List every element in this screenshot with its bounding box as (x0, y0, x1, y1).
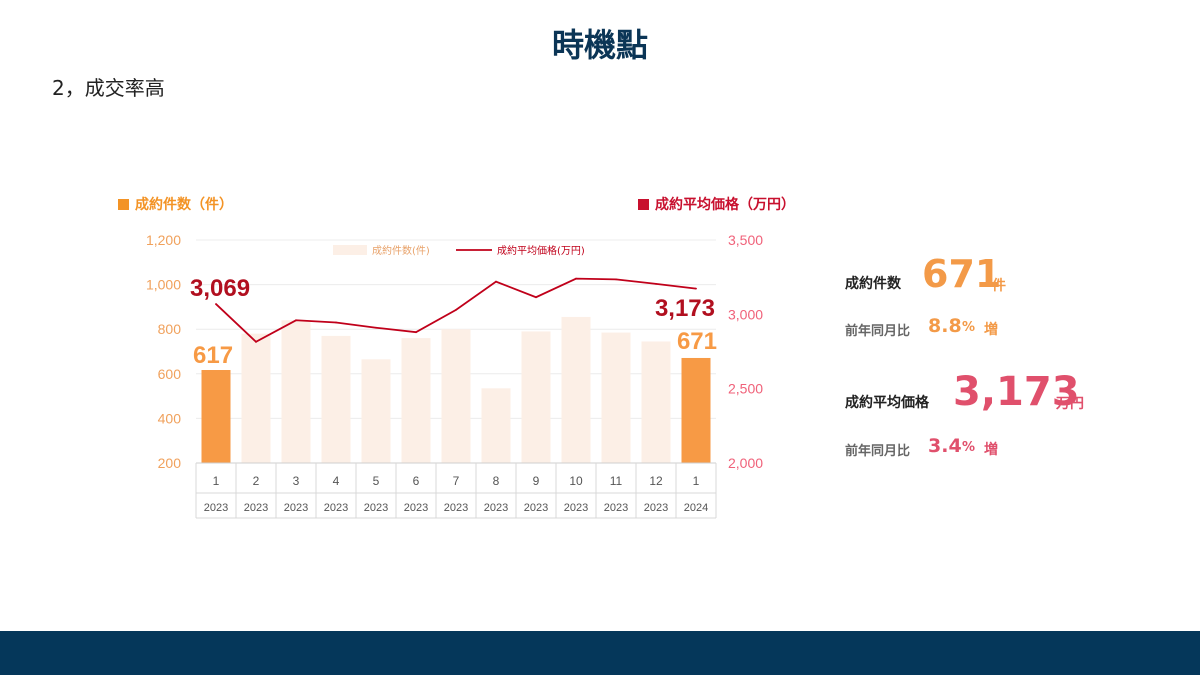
legend-line-header: 成約平均価格（万円） (638, 194, 795, 214)
left-axis-tick-label: 800 (158, 321, 182, 337)
x-month-label: 2 (253, 474, 260, 488)
line-point (415, 331, 417, 334)
right-axis-tick-label: 2,500 (728, 381, 763, 397)
stat-price-yoy-pct: % (962, 440, 976, 455)
first-count-label: 617 (193, 342, 233, 369)
x-year-label: 2023 (244, 502, 268, 514)
bar (281, 320, 311, 463)
last-count-label: 671 (677, 328, 717, 355)
bar (561, 316, 591, 463)
line-point (575, 277, 577, 280)
x-month-label: 9 (533, 474, 540, 488)
x-month-label: 4 (333, 474, 340, 488)
x-year-label: 2023 (364, 502, 388, 514)
line-point (495, 280, 497, 283)
legend-line-header-text: 成約平均価格（万円） (655, 197, 795, 213)
left-axis-tick-label: 600 (158, 366, 182, 382)
bar (481, 388, 511, 463)
left-axis-tick-label: 1,000 (146, 277, 181, 293)
x-month-label: 1 (213, 474, 220, 488)
x-month-label: 12 (649, 474, 663, 488)
x-month-label: 11 (610, 474, 623, 488)
x-month-label: 10 (569, 474, 583, 488)
bar (401, 338, 431, 463)
x-year-label: 2023 (204, 502, 228, 514)
x-year-label: 2023 (644, 502, 668, 514)
line-point (215, 303, 217, 305)
bar (681, 357, 711, 463)
line-point (695, 287, 697, 290)
bar (641, 341, 671, 463)
x-month-label: 8 (493, 474, 500, 488)
legend-line-swatch (638, 198, 649, 210)
inner-legend-bar-swatch (333, 245, 367, 255)
bar (601, 332, 631, 463)
left-axis-tick-label: 200 (158, 455, 182, 471)
left-axis-tick-label: 1,200 (146, 232, 181, 248)
x-year-label: 2024 (684, 502, 708, 514)
x-month-label: 1 (693, 474, 700, 488)
line-point (535, 296, 537, 299)
x-year-label: 2023 (604, 502, 628, 514)
data-labels: 3,069 617 3,173 671 (190, 275, 717, 369)
x-month-label: 3 (293, 474, 300, 488)
legend-bar-header-text: 成約件数（件） (135, 197, 233, 213)
stat-price-yoy-dir: 増 (984, 442, 998, 458)
bar (321, 335, 351, 463)
bar (521, 331, 551, 463)
last-price-label: 3,173 (655, 295, 715, 322)
line-point (255, 340, 257, 343)
x-year-label: 2023 (284, 502, 308, 514)
line-point (335, 321, 337, 324)
stat-count-value: 671 (922, 252, 1002, 296)
line-point (295, 319, 297, 322)
x-year-label: 2023 (444, 502, 468, 514)
line-point (655, 282, 657, 285)
stat-count-yoy-value: 8.8 (928, 315, 962, 337)
line-point (455, 308, 457, 311)
bar (441, 329, 471, 463)
stat-count-yoy-pct: % (962, 320, 976, 335)
bar (241, 333, 271, 463)
x-year-label: 2023 (564, 502, 588, 514)
legend-bar-swatch (118, 198, 129, 210)
inner-legend-line-label: 成約平均価格(万円) (497, 244, 585, 257)
stat-price-label: 成約平均価格 (845, 395, 929, 411)
x-month-label: 6 (413, 474, 420, 488)
x-month-label: 5 (373, 474, 380, 488)
page-title: 時機點 (551, 26, 648, 64)
stat-price-unit: 万円 (1056, 396, 1084, 412)
page-subtitle: 2，成交率高 (52, 76, 165, 100)
x-month-label: 7 (453, 474, 460, 488)
inner-legend: 成約件数(件) 成約平均価格(万円) (333, 244, 585, 257)
right-axis-tick-label: 2,000 (728, 455, 763, 471)
stat-count-unit: 件 (992, 278, 1006, 294)
x-year-label: 2023 (484, 502, 508, 514)
stat-count-yoy-dir: 増 (984, 322, 998, 338)
x-year-label: 2023 (324, 502, 348, 514)
stat-price-yoy-value: 3.4 (928, 435, 962, 457)
x-year-label: 2023 (524, 502, 548, 514)
line-point (375, 326, 377, 329)
stat-count-yoy-label: 前年同月比 (845, 324, 911, 339)
inner-legend-bar-label: 成約件数(件) (372, 244, 430, 257)
bar-series (201, 316, 711, 463)
line-series (215, 277, 697, 343)
stat-count-label: 成約件数 (845, 276, 901, 292)
stat-price-yoy-label: 前年同月比 (845, 444, 911, 459)
legend-bar-header: 成約件数（件） (118, 194, 233, 214)
right-axis-tick-label: 3,000 (728, 306, 763, 322)
bar (201, 370, 231, 463)
right-axis-tick-label: 3,500 (728, 232, 763, 248)
first-price-label: 3,069 (190, 275, 250, 302)
line-point (615, 278, 617, 281)
footer-bar (0, 631, 1200, 675)
stat-price-value: 3,173 (953, 369, 1080, 415)
axis-labels: 1,200 1,000 800 600 400 200 3,500 3,000 2,500 2,0… (146, 232, 763, 471)
left-axis-tick-label: 400 (158, 410, 182, 426)
bar (361, 359, 391, 463)
x-year-label: 2023 (404, 502, 428, 514)
